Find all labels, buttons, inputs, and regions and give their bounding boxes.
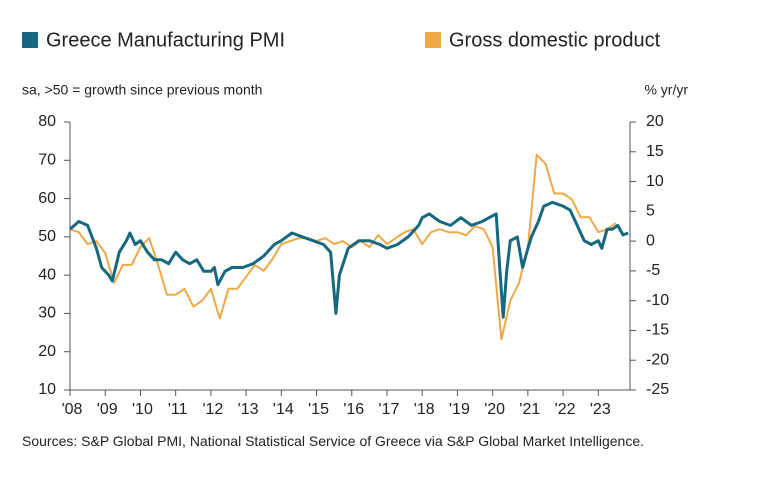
y2-axis-label: % yr/yr (644, 82, 688, 98)
y2-tick-label: 5 (646, 203, 655, 220)
x-tick-label: '08 (62, 401, 83, 418)
y2-tick-label: 20 (646, 113, 664, 130)
x-tick-label: '17 (379, 401, 400, 418)
x-tick-label: '16 (343, 401, 364, 418)
y-tick-label: 10 (38, 381, 56, 398)
legend-label: Greece Manufacturing PMI (46, 29, 285, 51)
y2-tick-label: -20 (646, 351, 669, 368)
y-tick-label: 60 (38, 190, 56, 207)
x-tick-label: '23 (590, 401, 611, 418)
y2-tick-label: 10 (646, 173, 664, 190)
x-tick-label: '10 (132, 401, 153, 418)
y-tick-label: 20 (38, 343, 56, 360)
legend-swatch (22, 32, 38, 48)
y-tick-label: 50 (38, 228, 56, 245)
y-tick-label: 30 (38, 305, 56, 322)
source-note: Sources: S&P Global PMI, National Statis… (22, 433, 644, 449)
y2-tick-label: 15 (646, 143, 664, 160)
x-tick-label: '15 (308, 401, 329, 418)
y2-tick-label: -15 (646, 322, 669, 339)
x-tick-label: '11 (168, 401, 188, 418)
legend-label: Gross domestic product (449, 29, 661, 51)
x-tick-label: '12 (202, 401, 223, 418)
y-tick-label: 40 (38, 266, 56, 283)
y2-tick-label: -5 (646, 262, 660, 279)
x-tick-label: '18 (414, 401, 435, 418)
y2-tick-label: -25 (646, 381, 669, 398)
series-line (69, 153, 617, 341)
x-tick-label: '20 (484, 401, 505, 418)
x-tick-label: '21 (519, 401, 540, 418)
y-tick-label: 80 (38, 113, 56, 130)
y-tick-label: 70 (38, 152, 56, 169)
axis-subtitle: sa, >50 = growth since previous month (22, 82, 262, 98)
chart: Greece Manufacturing PMI Gross domestic … (22, 29, 688, 418)
x-tick-label: '19 (449, 401, 470, 418)
y2-tick-label: 0 (646, 232, 655, 249)
y2-tick-label: -10 (646, 292, 669, 309)
x-tick-label: '13 (238, 401, 259, 418)
series-line (69, 200, 629, 319)
x-tick-label: '22 (555, 401, 576, 418)
x-tick-label: '14 (273, 401, 294, 418)
x-tick-label: '09 (97, 401, 118, 418)
legend-swatch (425, 32, 441, 48)
